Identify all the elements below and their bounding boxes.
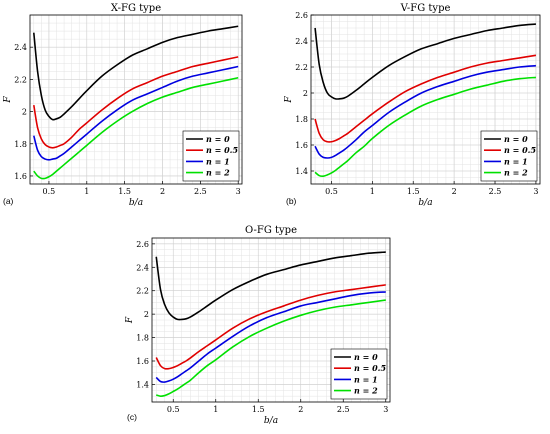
y-tick-label: 2.2 <box>295 63 308 72</box>
series-line-3 <box>314 64 536 159</box>
y-tick-label: 2.6 <box>136 240 149 249</box>
legend-entry-label: n = 0 <box>206 134 230 144</box>
y-tick-label: 1.6 <box>295 141 308 150</box>
y-tick-label: 2.2 <box>136 287 149 296</box>
x-axis-label: b/a <box>129 198 143 208</box>
legend-entry-label: n = 2 <box>354 386 378 396</box>
y-axis-label: F <box>284 96 294 104</box>
x-tick-label: 1 <box>370 187 375 196</box>
chart-title: X-FG type <box>111 3 161 14</box>
y-tick-label: 2 <box>303 89 308 98</box>
legend-entry-label: n = 1 <box>206 156 230 166</box>
y-tick-label: 1.6 <box>136 357 149 366</box>
y-tick-label: 1.4 <box>295 167 308 176</box>
y-tick-label: 2.6 <box>295 11 308 20</box>
x-tick-label: 2.5 <box>489 187 502 196</box>
x-tick-label: 1.5 <box>407 187 420 196</box>
x-tick-label: 2 <box>160 187 165 196</box>
x-tick-label: 3 <box>236 187 241 196</box>
chart-panel-2: 0.5 1 1.5 2 2.5 3 1.4 1.6 1.8 2 2.2 2.4 2.6 V-FG type… <box>284 3 541 208</box>
legend-entry-label: n = 0.5 <box>504 145 536 155</box>
legend-entry-label: n = 0 <box>504 134 528 144</box>
axes-frame <box>310 14 541 185</box>
legend: n = 0n = 0.5n = 1 n = 2 <box>480 130 538 182</box>
x-tick-label: 2 <box>298 405 303 414</box>
legend-entry-label: n = 1 <box>504 156 528 166</box>
x-tick-label: 0.5 <box>325 187 338 196</box>
panel-tag: (c) <box>127 412 137 422</box>
x-axis-label: b/a <box>264 416 278 426</box>
x-tick-label: 2.5 <box>337 405 350 414</box>
x-tick-label: 1 <box>84 187 89 196</box>
series-line-2 <box>314 54 537 143</box>
series-line-2 <box>33 56 239 149</box>
y-tick-label: 1.8 <box>14 140 27 149</box>
y-axis-label: F <box>3 96 13 104</box>
x-tick-label: 0.5 <box>43 187 56 196</box>
series-line-2 <box>155 284 386 370</box>
x-tick-label: 1.5 <box>252 405 265 414</box>
legend-entry-label: n = 0 <box>354 352 378 362</box>
x-axis-label: b/a <box>418 198 432 208</box>
legend-entry-label: n = 0.5 <box>354 363 386 373</box>
axes-frame <box>151 237 391 403</box>
x-tick-label: 1.5 <box>118 187 131 196</box>
series-line-3 <box>155 291 386 383</box>
x-tick-label: 3 <box>533 187 538 196</box>
y-tick-label: 2 <box>144 310 149 319</box>
y-tick-label: 2.4 <box>136 263 149 272</box>
y-tick-label: 2.4 <box>14 43 27 52</box>
series-line-4 <box>33 76 239 180</box>
series-line-1 <box>155 251 386 321</box>
chart-title: O-FG type <box>245 225 297 236</box>
legend-entry-label: n = 0.5 <box>206 145 238 155</box>
x-tick-label: 0.5 <box>167 405 180 414</box>
x-tick-label: 2 <box>452 187 457 196</box>
chart-title: V-FG type <box>400 3 451 14</box>
series-line-1 <box>314 23 536 100</box>
x-tick-label: 1 <box>213 405 218 414</box>
chart-panel-1: 0.5 1 1.5 2 2.5 3 1.6 1.8 2 2.2 2.4 X-FG type b/a F (a… <box>3 3 243 208</box>
y-tick-label: 2 <box>22 108 27 117</box>
y-tick-label: 1.8 <box>136 334 149 343</box>
panel-tag: (a) <box>3 196 14 206</box>
x-tick-label: 3 <box>383 405 388 414</box>
y-tick-label: 1.4 <box>136 380 149 389</box>
y-tick-label: 2.4 <box>295 37 308 46</box>
y-tick-label: 1.6 <box>14 172 27 181</box>
y-tick-label: 2.2 <box>14 75 27 84</box>
series-line-4 <box>314 76 536 178</box>
series-line-3 <box>33 65 239 161</box>
series-line-4 <box>156 299 386 397</box>
y-axis-label: F <box>125 316 135 324</box>
legend: n = 0n = 0.5n = 1 n = 2 <box>182 130 240 182</box>
legend: n = 0n = 0.5n = 1 n = 2 <box>330 348 388 400</box>
chart-panel-3: 0.5 1 1.5 2 2.5 3 1.4 1.6 1.8 2 2.2 2.4 2.6 O-FG type… <box>125 225 391 426</box>
series-line-1 <box>32 25 239 121</box>
panel-tag: (b) <box>286 196 297 206</box>
x-tick-label: 2.5 <box>194 187 207 196</box>
axes-frame <box>29 14 243 185</box>
legend-entry-label: n = 2 <box>206 168 230 178</box>
legend-entry-label: n = 1 <box>354 374 378 384</box>
y-tick-label: 1.8 <box>295 115 308 124</box>
legend-entry-label: n = 2 <box>504 168 528 178</box>
